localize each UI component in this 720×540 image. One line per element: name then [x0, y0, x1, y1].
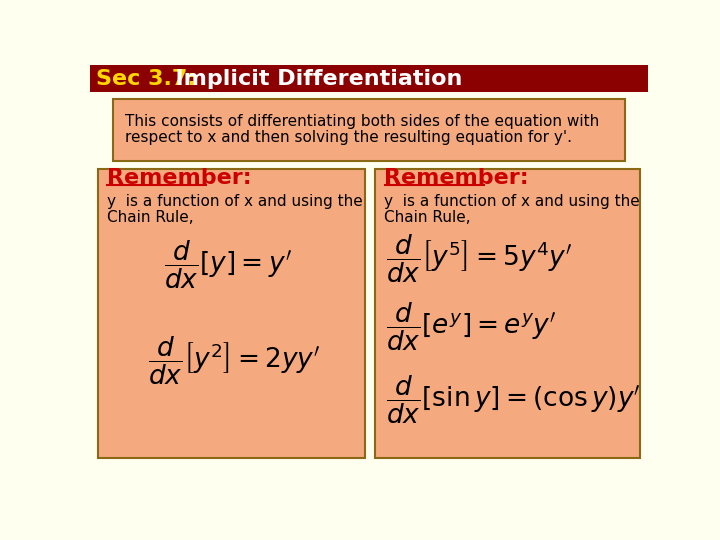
Text: $\dfrac{d}{dx}\left[y^5\right]= 5y^4y'$: $\dfrac{d}{dx}\left[y^5\right]= 5y^4y'$	[386, 233, 572, 285]
Text: respect to x and then solving the resulting equation for y'.: respect to x and then solving the result…	[125, 131, 572, 145]
Text: $\dfrac{d}{dx}\left[y^2\right]= 2yy'$: $\dfrac{d}{dx}\left[y^2\right]= 2yy'$	[148, 335, 321, 387]
Text: $\dfrac{d}{dx}\left[e^y\right]= e^y y'$: $\dfrac{d}{dx}\left[e^y\right]= e^y y'$	[386, 300, 557, 353]
Text: Chain Rule,: Chain Rule,	[384, 210, 471, 225]
Text: Remember:: Remember:	[107, 168, 252, 188]
FancyBboxPatch shape	[113, 99, 625, 161]
Text: Sec 3.7:: Sec 3.7:	[96, 69, 197, 89]
Text: This consists of differentiating both sides of the equation with: This consists of differentiating both si…	[125, 113, 599, 129]
Text: y  is a function of x and using the: y is a function of x and using the	[384, 194, 640, 210]
FancyBboxPatch shape	[375, 168, 640, 457]
Text: y  is a function of x and using the: y is a function of x and using the	[107, 194, 363, 210]
Text: Chain Rule,: Chain Rule,	[107, 210, 194, 225]
FancyBboxPatch shape	[98, 168, 365, 457]
Text: $\dfrac{d}{dx}\left[y\right]= y'$: $\dfrac{d}{dx}\left[y\right]= y'$	[163, 239, 292, 291]
FancyBboxPatch shape	[90, 65, 648, 92]
Text: $\dfrac{d}{dx}\left[\sin y\right]= (\cos y)y'$: $\dfrac{d}{dx}\left[\sin y\right]= (\cos…	[386, 374, 641, 426]
Text: Implicit Differentiation: Implicit Differentiation	[160, 69, 462, 89]
Text: Remember:: Remember:	[384, 168, 529, 188]
